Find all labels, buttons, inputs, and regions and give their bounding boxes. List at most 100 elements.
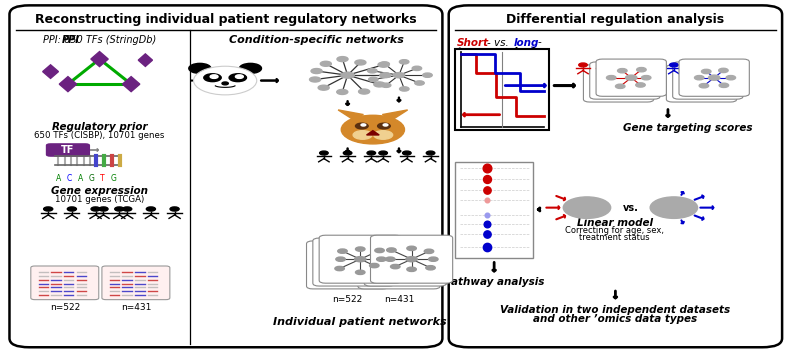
Text: Validation in two independent datasets: Validation in two independent datasets	[500, 305, 731, 315]
Circle shape	[170, 207, 179, 211]
Circle shape	[146, 207, 156, 211]
FancyBboxPatch shape	[46, 143, 90, 157]
Text: A: A	[78, 174, 83, 183]
Text: PPI: 650 TFs (StringDb): PPI: 650 TFs (StringDb)	[43, 35, 156, 45]
Text: n=522: n=522	[50, 303, 80, 311]
FancyBboxPatch shape	[667, 65, 736, 102]
Circle shape	[719, 83, 728, 87]
Circle shape	[383, 124, 388, 126]
Text: Regulatory prior: Regulatory prior	[51, 122, 148, 132]
Text: C: C	[67, 174, 72, 183]
Circle shape	[699, 83, 709, 88]
Circle shape	[341, 72, 354, 78]
Circle shape	[122, 207, 132, 211]
Circle shape	[670, 63, 678, 67]
Text: - vs.: - vs.	[487, 38, 509, 48]
Text: Reconstructing individual patient regulatory networks: Reconstructing individual patient regula…	[35, 13, 417, 25]
Circle shape	[618, 69, 627, 73]
Circle shape	[386, 257, 395, 261]
Text: Gene targeting scores: Gene targeting scores	[623, 123, 752, 133]
Circle shape	[379, 151, 387, 155]
Text: Gene expression: Gene expression	[51, 186, 148, 196]
FancyBboxPatch shape	[584, 65, 654, 102]
Circle shape	[43, 207, 53, 211]
Text: vs.: vs.	[623, 203, 638, 213]
Circle shape	[359, 89, 370, 94]
FancyBboxPatch shape	[358, 241, 440, 289]
FancyBboxPatch shape	[313, 238, 395, 286]
FancyBboxPatch shape	[589, 62, 660, 99]
Circle shape	[423, 73, 432, 77]
Text: and other ’omics data types: and other ’omics data types	[533, 314, 698, 324]
Circle shape	[694, 76, 704, 80]
Circle shape	[415, 81, 424, 85]
Text: Short: Short	[457, 38, 489, 48]
Text: A: A	[56, 174, 61, 183]
Circle shape	[650, 197, 698, 218]
Circle shape	[579, 63, 587, 67]
Circle shape	[370, 263, 379, 268]
Circle shape	[636, 83, 645, 87]
FancyBboxPatch shape	[371, 235, 453, 283]
Polygon shape	[338, 110, 363, 120]
Circle shape	[390, 265, 400, 269]
Circle shape	[341, 115, 404, 144]
Circle shape	[378, 123, 390, 129]
Circle shape	[204, 74, 221, 82]
Text: -: -	[538, 38, 542, 48]
Circle shape	[356, 123, 368, 129]
Circle shape	[377, 257, 386, 261]
Circle shape	[353, 131, 372, 139]
Circle shape	[194, 66, 257, 95]
Circle shape	[67, 207, 77, 211]
Circle shape	[374, 82, 385, 87]
Text: G: G	[88, 174, 95, 183]
Circle shape	[406, 257, 417, 262]
Polygon shape	[59, 77, 77, 92]
FancyBboxPatch shape	[679, 59, 750, 96]
FancyBboxPatch shape	[102, 266, 170, 300]
Circle shape	[626, 75, 637, 80]
Circle shape	[338, 249, 348, 253]
Circle shape	[607, 76, 616, 80]
Text: n=431: n=431	[121, 303, 151, 311]
Circle shape	[318, 85, 329, 90]
Circle shape	[427, 151, 435, 155]
Circle shape	[310, 77, 321, 82]
Circle shape	[637, 68, 646, 72]
Text: Pathway analysis: Pathway analysis	[444, 277, 544, 287]
Circle shape	[369, 77, 378, 82]
FancyBboxPatch shape	[364, 238, 446, 286]
Circle shape	[407, 267, 416, 271]
Text: Individual patient networks: Individual patient networks	[273, 317, 446, 327]
Circle shape	[599, 63, 607, 67]
Circle shape	[115, 207, 124, 211]
Text: T: T	[100, 174, 105, 183]
Circle shape	[380, 62, 389, 66]
Circle shape	[361, 124, 366, 126]
Circle shape	[355, 257, 366, 262]
Circle shape	[407, 246, 416, 251]
Circle shape	[337, 90, 348, 95]
Circle shape	[424, 249, 434, 253]
Circle shape	[374, 131, 393, 139]
Text: 650 TFs (CISBP), 10701 genes: 650 TFs (CISBP), 10701 genes	[34, 131, 165, 140]
Circle shape	[382, 83, 391, 87]
Polygon shape	[122, 77, 140, 92]
Text: Correcting for age, sex,: Correcting for age, sex,	[565, 226, 664, 235]
Circle shape	[336, 257, 345, 261]
Text: TF: TF	[62, 145, 74, 155]
Circle shape	[235, 75, 243, 78]
Circle shape	[619, 63, 626, 67]
Text: treatment status: treatment status	[579, 233, 650, 242]
Circle shape	[222, 82, 228, 85]
Text: term survival: term survival	[457, 47, 534, 57]
Circle shape	[311, 68, 322, 73]
Circle shape	[99, 207, 108, 211]
Polygon shape	[91, 52, 108, 67]
Text: long: long	[514, 38, 539, 48]
Circle shape	[335, 266, 344, 271]
Circle shape	[702, 69, 711, 74]
Text: n=431: n=431	[384, 295, 414, 304]
Circle shape	[400, 60, 409, 64]
